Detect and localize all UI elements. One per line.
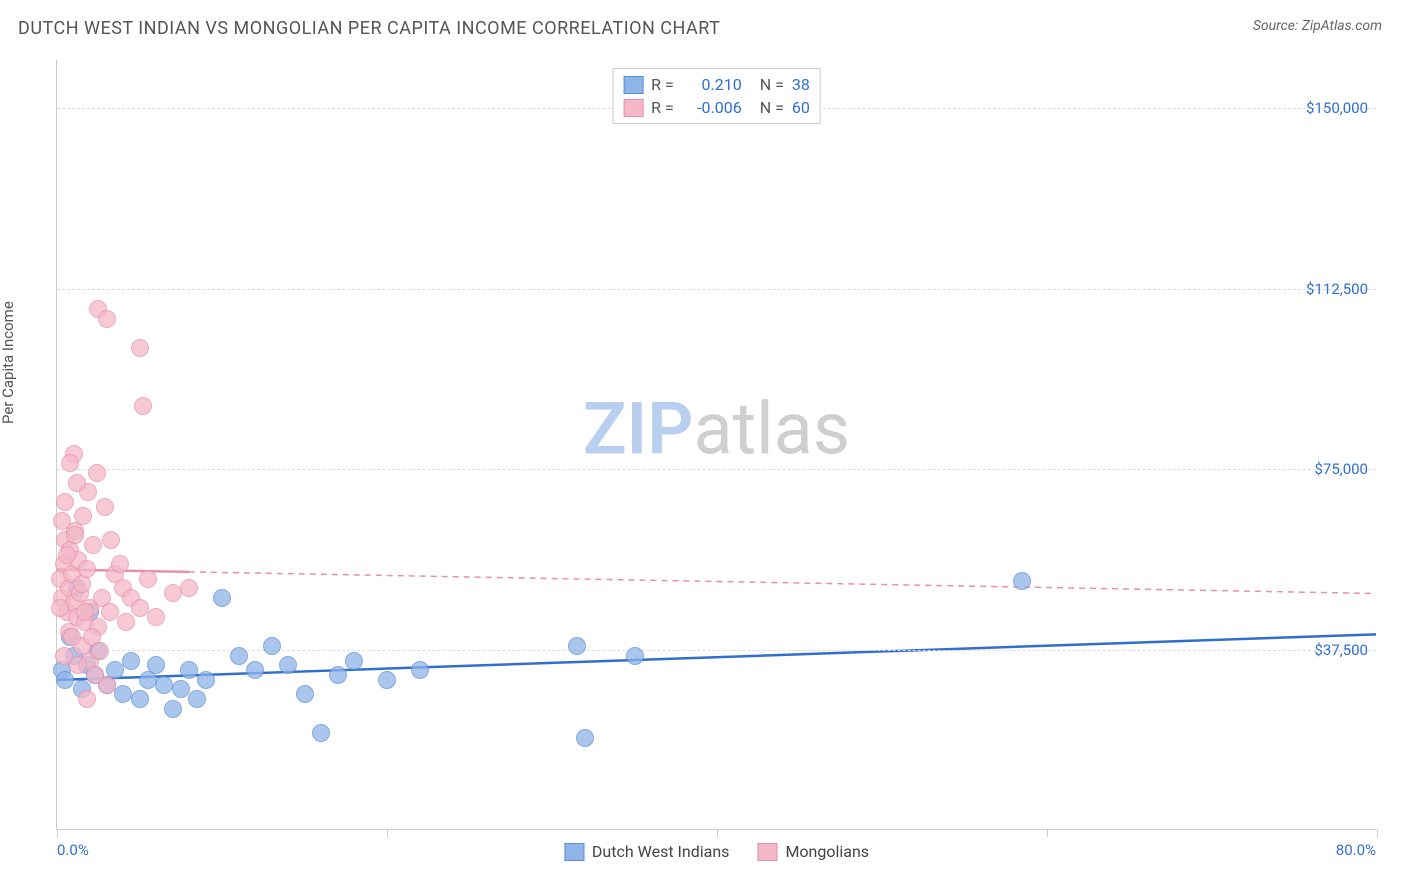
legend-item: Mongolians [757,842,869,861]
x-tick [717,829,718,837]
legend-item: Dutch West Indians [564,842,730,861]
data-point [213,589,231,607]
gridline [57,650,1376,651]
data-point [101,603,119,621]
data-point [111,555,129,573]
data-point [568,637,586,655]
data-point [197,671,215,689]
data-point [180,579,198,597]
data-point [172,680,190,698]
data-point [180,661,198,679]
data-point [230,647,248,665]
legend-swatch [623,99,643,117]
data-point [164,584,182,602]
data-point [117,613,135,631]
data-point [61,454,79,472]
data-point [263,637,281,655]
x-tick [387,829,388,837]
series-legend: Dutch West Indians Mongolians [564,842,869,861]
data-point [69,656,87,674]
x-tick [1377,829,1378,837]
data-point [188,690,206,708]
gridline [57,289,1376,290]
data-point [63,628,81,646]
data-point [131,339,149,357]
data-point [102,531,120,549]
n-label: N = [760,98,784,117]
data-point [51,599,69,617]
y-tick-label: $75,000 [1314,460,1368,478]
legend-row: R = -0.006 N = 60 [623,96,810,119]
source-label: Source: ZipAtlas.com [1253,18,1382,34]
x-tick [1047,829,1048,837]
series-name: Mongolians [785,842,869,861]
data-point [164,700,182,718]
r-value: -0.006 [682,98,742,117]
data-point [131,599,149,617]
watermark: ZIPatlas [583,387,850,472]
data-point [378,671,396,689]
data-point [131,690,149,708]
data-point [114,685,132,703]
data-point [84,536,102,554]
legend-swatch [623,76,643,94]
data-point [91,642,109,660]
chart-container: Per Capita Income ZIPatlas R =0.210N =38… [18,50,1388,880]
watermark-zip: ZIP [583,387,693,472]
series-name: Dutch West Indians [592,842,730,861]
watermark-atlas: atlas [693,387,850,472]
legend-swatch [564,843,584,861]
data-point [626,647,644,665]
data-point [134,397,152,415]
gridline [57,469,1376,470]
x-tick [57,829,58,837]
data-point [411,661,429,679]
data-point [96,498,114,516]
legend-swatch [757,843,777,861]
data-point [86,666,104,684]
data-point [312,724,330,742]
data-point [122,652,140,670]
y-tick-label: $150,000 [1306,99,1368,117]
x-range-label: 80.0% [1336,841,1376,859]
r-label: R = [651,98,674,117]
data-point [1013,572,1031,590]
trend-lines [57,60,1376,829]
data-point [147,608,165,626]
data-point [53,512,71,530]
r-value: 0.210 [682,75,742,94]
data-point [78,560,96,578]
data-point [155,676,173,694]
data-point [576,729,594,747]
data-point [345,652,363,670]
correlation-legend: R = 0.210 N = 38 R = -0.006 N = 60 [612,68,821,124]
data-point [88,464,106,482]
data-point [296,685,314,703]
legend-row: R = 0.210 N = 38 [623,73,810,96]
data-point [66,526,84,544]
data-point [58,546,76,564]
data-point [68,474,86,492]
y-axis-label: Per Capita Income [0,301,17,424]
data-point [56,671,74,689]
data-point [147,656,165,674]
data-point [78,690,96,708]
data-point [246,661,264,679]
y-tick-label: $37,500 [1314,641,1368,659]
page-title: DUTCH WEST INDIAN VS MONGOLIAN PER CAPIT… [18,18,720,39]
y-tick-label: $112,500 [1306,280,1368,298]
data-point [139,570,157,588]
plot-area: ZIPatlas R =0.210N =38R =-0.006N =60 Dut… [56,60,1376,830]
data-point [329,666,347,684]
data-point [56,493,74,511]
x-range-label: 0.0% [57,841,89,859]
data-point [98,310,116,328]
data-point [279,656,297,674]
data-point [74,507,92,525]
n-value: 60 [792,98,810,117]
data-point [76,603,94,621]
n-value: 38 [792,75,810,94]
r-label: R = [651,75,674,94]
n-label: N = [760,75,784,94]
